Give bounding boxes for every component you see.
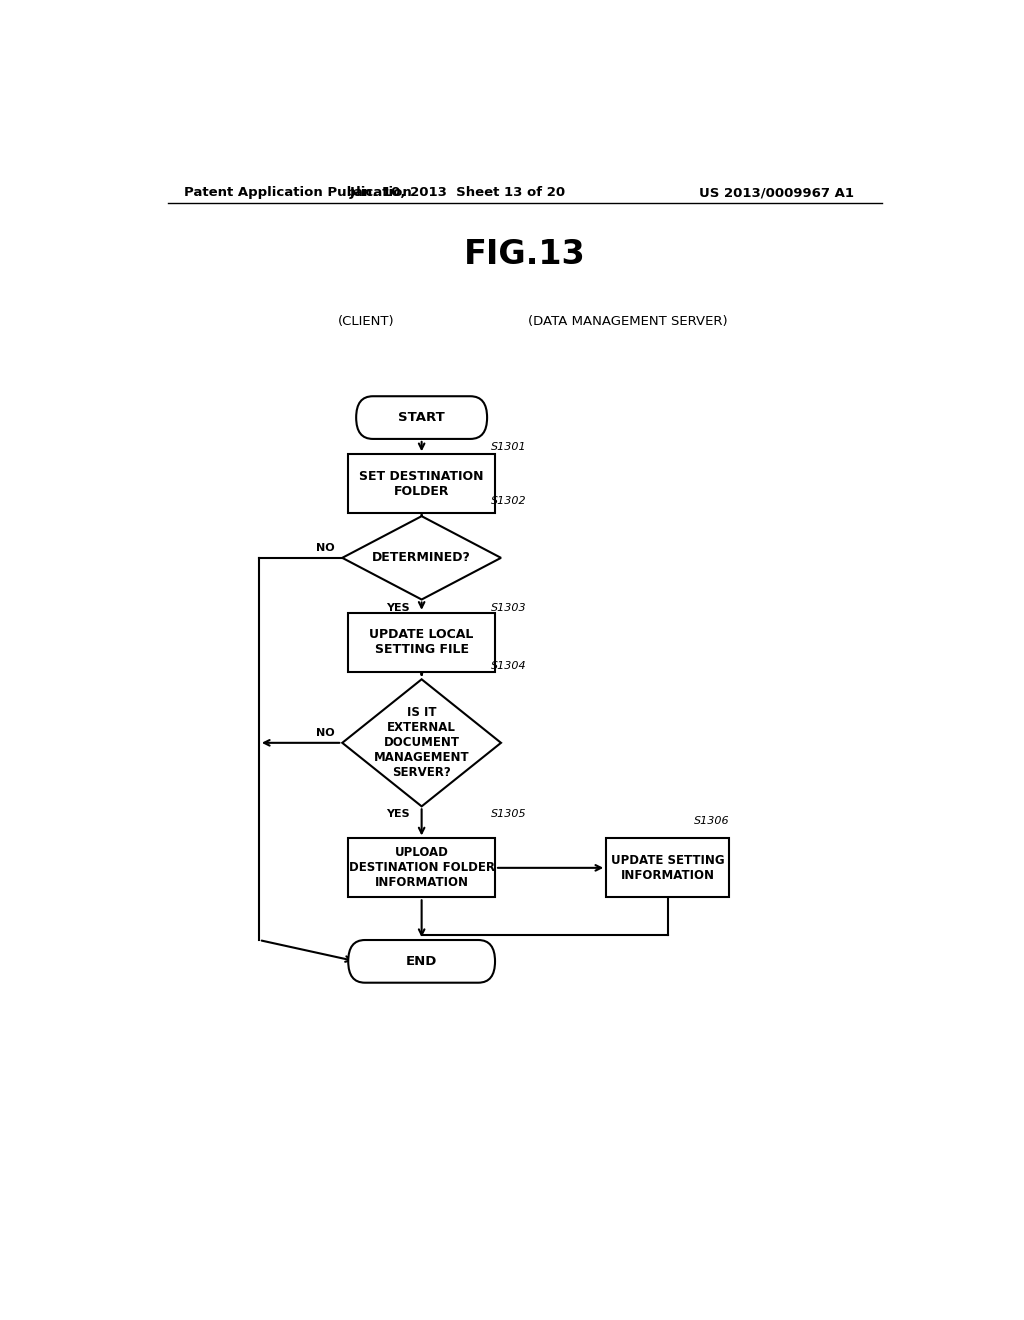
Text: FIG.13: FIG.13 [464, 239, 586, 272]
Text: UPLOAD
DESTINATION FOLDER
INFORMATION: UPLOAD DESTINATION FOLDER INFORMATION [348, 846, 495, 890]
Text: DETERMINED?: DETERMINED? [372, 552, 471, 565]
Text: S1304: S1304 [492, 661, 526, 671]
Text: YES: YES [386, 809, 410, 820]
Text: Jan. 10, 2013  Sheet 13 of 20: Jan. 10, 2013 Sheet 13 of 20 [349, 186, 565, 199]
Text: START: START [398, 411, 445, 424]
Text: (CLIENT): (CLIENT) [338, 314, 394, 327]
Text: UPDATE SETTING
INFORMATION: UPDATE SETTING INFORMATION [611, 854, 724, 882]
FancyBboxPatch shape [348, 940, 495, 982]
Text: NO: NO [315, 543, 334, 553]
Polygon shape [342, 516, 501, 599]
Text: IS IT
EXTERNAL
DOCUMENT
MANAGEMENT
SERVER?: IS IT EXTERNAL DOCUMENT MANAGEMENT SERVE… [374, 706, 469, 779]
Text: UPDATE LOCAL
SETTING FILE: UPDATE LOCAL SETTING FILE [370, 628, 474, 656]
Text: END: END [406, 954, 437, 968]
FancyBboxPatch shape [348, 838, 495, 898]
Text: S1305: S1305 [492, 809, 526, 820]
Text: Patent Application Publication: Patent Application Publication [183, 186, 412, 199]
FancyBboxPatch shape [348, 612, 495, 672]
FancyBboxPatch shape [348, 454, 495, 513]
FancyBboxPatch shape [606, 838, 729, 898]
Polygon shape [342, 680, 501, 807]
Text: S1302: S1302 [492, 496, 526, 506]
Text: S1303: S1303 [492, 602, 526, 612]
Text: S1301: S1301 [492, 442, 526, 451]
Text: SET DESTINATION
FOLDER: SET DESTINATION FOLDER [359, 470, 484, 498]
Text: NO: NO [315, 727, 334, 738]
Text: YES: YES [386, 602, 410, 612]
FancyBboxPatch shape [356, 396, 487, 440]
Text: US 2013/0009967 A1: US 2013/0009967 A1 [699, 186, 854, 199]
Text: S1306: S1306 [693, 816, 729, 826]
Text: (DATA MANAGEMENT SERVER): (DATA MANAGEMENT SERVER) [528, 314, 728, 327]
